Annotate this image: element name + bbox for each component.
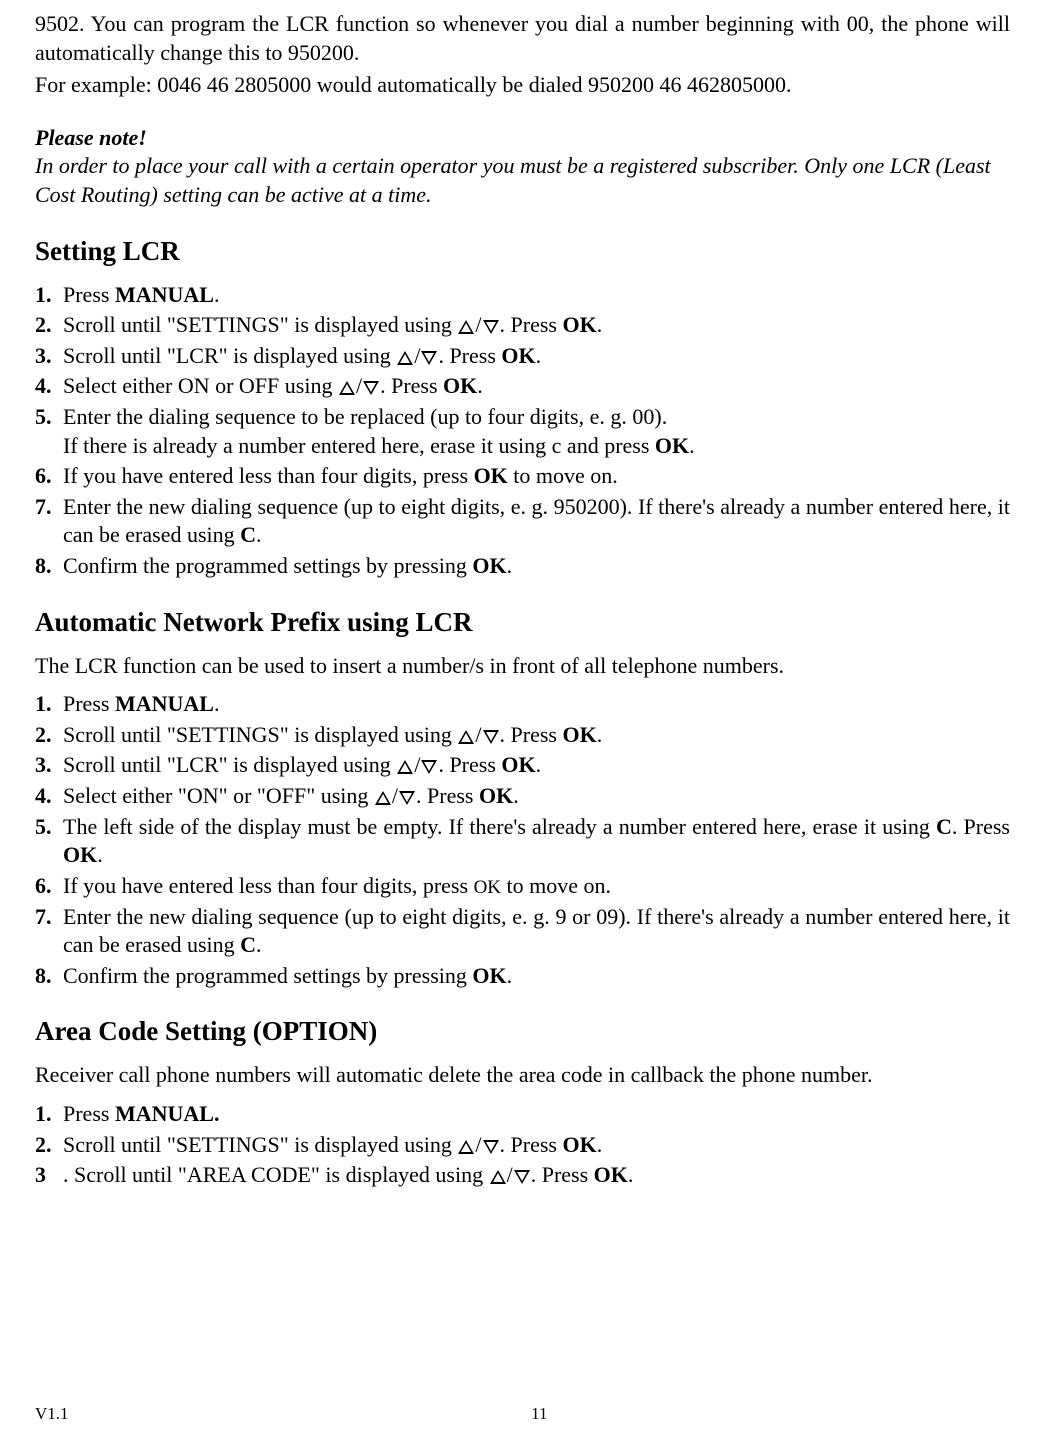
triangle-down-icon	[514, 1170, 530, 1184]
triangle-up-icon	[458, 320, 474, 334]
triangle-down-icon	[421, 351, 437, 365]
list-number: 1.	[35, 1100, 63, 1129]
section-2-title: Automatic Network Prefix using LCR	[35, 605, 1010, 640]
list-item: 1. Press MANUAL.	[35, 281, 1010, 310]
list-number: 2.	[35, 311, 63, 340]
list-item: 2. Scroll until "SETTINGS" is displayed …	[35, 721, 1010, 750]
triangle-up-icon	[490, 1170, 506, 1184]
list-text: Enter the new dialing sequence (up to ei…	[63, 903, 1010, 960]
list-item: 7. Enter the new dialing sequence (up to…	[35, 903, 1010, 960]
triangle-up-icon	[397, 351, 413, 365]
triangle-down-icon	[483, 320, 499, 334]
list-number: 1.	[35, 281, 63, 310]
triangle-up-icon	[458, 1140, 474, 1154]
list-text: Scroll until "SETTINGS" is displayed usi…	[63, 1131, 1010, 1160]
triangle-up-icon	[458, 730, 474, 744]
list-text: Scroll until "SETTINGS" is displayed usi…	[63, 721, 1010, 750]
list-item: 6. If you have entered less than four di…	[35, 872, 1010, 901]
section-1-list: 1. Press MANUAL. 2. Scroll until "SETTIN…	[35, 281, 1010, 581]
list-text: If you have entered less than four digit…	[63, 462, 1010, 491]
list-item: 6. If you have entered less than four di…	[35, 462, 1010, 491]
section-3-desc: Receiver call phone numbers will automat…	[35, 1061, 1010, 1090]
list-item: 5. Enter the dialing sequence to be repl…	[35, 403, 1010, 460]
list-text: Press MANUAL.	[63, 690, 1010, 719]
section-3-list: 1. Press MANUAL. 2. Scroll until "SETTIN…	[35, 1100, 1010, 1190]
triangle-down-icon	[421, 760, 437, 774]
list-text: Select either ON or OFF using /. Press O…	[63, 372, 1010, 401]
note-title: Please note!	[35, 124, 1010, 153]
list-text: . Scroll until "AREA CODE" is displayed …	[63, 1161, 1010, 1190]
list-text: Scroll until "LCR" is displayed using /.…	[63, 751, 1010, 780]
list-item: 1. Press MANUAL.	[35, 690, 1010, 719]
triangle-up-icon	[397, 760, 413, 774]
list-text: Confirm the programmed settings by press…	[63, 962, 1010, 991]
triangle-down-icon	[483, 1140, 499, 1154]
list-number: 4.	[35, 782, 63, 811]
list-number: 3.	[35, 342, 63, 371]
list-text: Enter the dialing sequence to be replace…	[63, 403, 1010, 460]
triangle-up-icon	[375, 791, 391, 805]
list-item: 5. The left side of the display must be …	[35, 813, 1010, 870]
list-text: Select either "ON" or "OFF" using /. Pre…	[63, 782, 1010, 811]
footer: V1.1 11	[35, 1403, 1010, 1425]
list-number: 8.	[35, 962, 63, 991]
footer-version: V1.1	[35, 1403, 69, 1425]
note-text: In order to place your call with a certa…	[35, 152, 1010, 209]
triangle-down-icon	[399, 791, 415, 805]
list-text: Enter the new dialing sequence (up to ei…	[63, 493, 1010, 550]
intro-paragraph-1: 9502. You can program the LCR function s…	[35, 10, 1010, 67]
list-number: 3.	[35, 751, 63, 780]
list-number: 1.	[35, 690, 63, 719]
list-item: 8. Confirm the programmed settings by pr…	[35, 552, 1010, 581]
list-number: 3	[35, 1161, 63, 1190]
list-text: Scroll until "LCR" is displayed using /.…	[63, 342, 1010, 371]
intro-paragraph-2: For example: 0046 46 2805000 would autom…	[35, 71, 1010, 100]
list-number: 5.	[35, 813, 63, 870]
list-number: 8.	[35, 552, 63, 581]
section-2-desc: The LCR function can be used to insert a…	[35, 652, 1010, 681]
list-number: 6.	[35, 462, 63, 491]
triangle-down-icon	[363, 381, 379, 395]
triangle-up-icon	[339, 381, 355, 395]
list-text: Confirm the programmed settings by press…	[63, 552, 1010, 581]
list-item: 3 . Scroll until "AREA CODE" is displaye…	[35, 1161, 1010, 1190]
section-3-title: Area Code Setting (OPTION)	[35, 1014, 1010, 1049]
list-item: 3. Scroll until "LCR" is displayed using…	[35, 751, 1010, 780]
list-text: If you have entered less than four digit…	[63, 872, 1010, 901]
list-number: 6.	[35, 872, 63, 901]
list-number: 2.	[35, 721, 63, 750]
list-item: 7. Enter the new dialing sequence (up to…	[35, 493, 1010, 550]
section-1-title: Setting LCR	[35, 234, 1010, 269]
footer-page-number: 11	[69, 1403, 1010, 1425]
list-item: 4. Select either "ON" or "OFF" using /. …	[35, 782, 1010, 811]
list-number: 2.	[35, 1131, 63, 1160]
section-2-list: 1. Press MANUAL. 2. Scroll until "SETTIN…	[35, 690, 1010, 990]
list-item: 1. Press MANUAL.	[35, 1100, 1010, 1129]
list-item: 4. Select either ON or OFF using /. Pres…	[35, 372, 1010, 401]
list-number: 5.	[35, 403, 63, 460]
list-text: Press MANUAL.	[63, 281, 1010, 310]
list-item: 8. Confirm the programmed settings by pr…	[35, 962, 1010, 991]
list-number: 4.	[35, 372, 63, 401]
list-item: 2. Scroll until "SETTINGS" is displayed …	[35, 1131, 1010, 1160]
list-item: 2. Scroll until "SETTINGS" is displayed …	[35, 311, 1010, 340]
triangle-down-icon	[483, 730, 499, 744]
list-text: Press MANUAL.	[63, 1100, 1010, 1129]
list-number: 7.	[35, 493, 63, 550]
list-text: The left side of the display must be emp…	[63, 813, 1010, 870]
list-number: 7.	[35, 903, 63, 960]
list-text: Scroll until "SETTINGS" is displayed usi…	[63, 311, 1010, 340]
list-item: 3. Scroll until "LCR" is displayed using…	[35, 342, 1010, 371]
